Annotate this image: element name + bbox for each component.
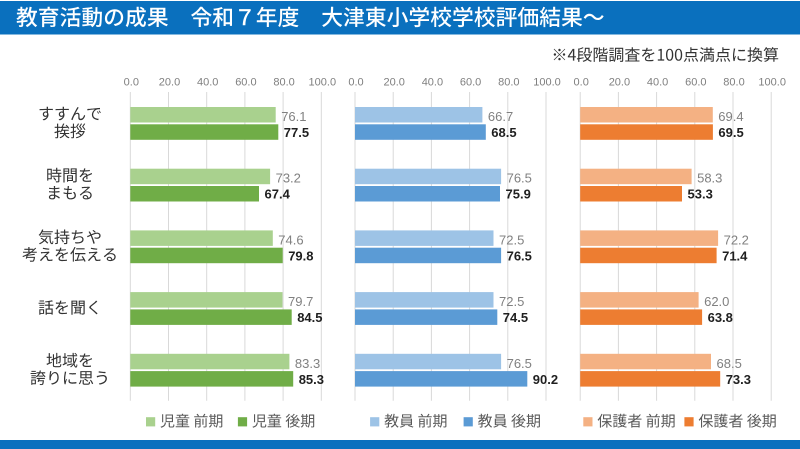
svg-text:20.0: 20.0 xyxy=(609,77,630,89)
svg-text:77.5: 77.5 xyxy=(284,125,309,140)
svg-text:79.8: 79.8 xyxy=(288,248,313,263)
svg-text:84.5: 84.5 xyxy=(297,310,322,325)
svg-text:90.2: 90.2 xyxy=(533,372,558,387)
svg-text:60.0: 60.0 xyxy=(460,77,481,89)
svg-text:76.5: 76.5 xyxy=(507,356,532,371)
svg-text:68.5: 68.5 xyxy=(717,356,742,371)
svg-text:74.6: 74.6 xyxy=(278,232,303,247)
svg-text:74.5: 74.5 xyxy=(503,310,528,325)
svg-text:20.0: 20.0 xyxy=(383,77,404,89)
svg-text:40.0: 40.0 xyxy=(197,77,218,89)
svg-text:72.2: 72.2 xyxy=(724,232,749,247)
svg-text:0.0: 0.0 xyxy=(124,77,139,89)
svg-text:75.9: 75.9 xyxy=(506,187,531,202)
svg-text:76.1: 76.1 xyxy=(281,109,306,124)
svg-text:100.0: 100.0 xyxy=(309,77,337,89)
svg-text:80.0: 80.0 xyxy=(273,77,294,89)
svg-text:85.3: 85.3 xyxy=(299,372,324,387)
svg-text:73.3: 73.3 xyxy=(726,372,751,387)
svg-text:40.0: 40.0 xyxy=(647,77,668,89)
svg-text:60.0: 60.0 xyxy=(685,77,706,89)
svg-text:83.3: 83.3 xyxy=(295,356,320,371)
svg-text:66.7: 66.7 xyxy=(488,109,513,124)
svg-text:100.0: 100.0 xyxy=(533,77,561,89)
svg-text:80.0: 80.0 xyxy=(723,77,744,89)
svg-text:76.5: 76.5 xyxy=(507,171,532,186)
svg-text:100.0: 100.0 xyxy=(758,77,786,89)
svg-text:0.0: 0.0 xyxy=(574,77,589,89)
svg-text:76.5: 76.5 xyxy=(507,248,532,263)
svg-text:53.3: 53.3 xyxy=(688,187,713,202)
svg-text:67.4: 67.4 xyxy=(265,187,291,202)
svg-text:69.4: 69.4 xyxy=(718,109,743,124)
svg-text:80.0: 80.0 xyxy=(498,77,519,89)
svg-text:62.0: 62.0 xyxy=(704,294,729,309)
svg-text:20.0: 20.0 xyxy=(159,77,180,89)
svg-text:60.0: 60.0 xyxy=(235,77,256,89)
svg-text:63.8: 63.8 xyxy=(708,310,733,325)
svg-text:72.5: 72.5 xyxy=(499,232,524,247)
svg-text:79.7: 79.7 xyxy=(288,294,313,309)
svg-text:69.5: 69.5 xyxy=(718,125,743,140)
svg-text:73.2: 73.2 xyxy=(276,171,301,186)
svg-text:71.4: 71.4 xyxy=(722,248,748,263)
svg-text:40.0: 40.0 xyxy=(422,77,443,89)
svg-text:68.5: 68.5 xyxy=(491,125,516,140)
svg-text:0.0: 0.0 xyxy=(348,77,363,89)
svg-text:58.3: 58.3 xyxy=(697,171,722,186)
svg-text:72.5: 72.5 xyxy=(499,294,524,309)
